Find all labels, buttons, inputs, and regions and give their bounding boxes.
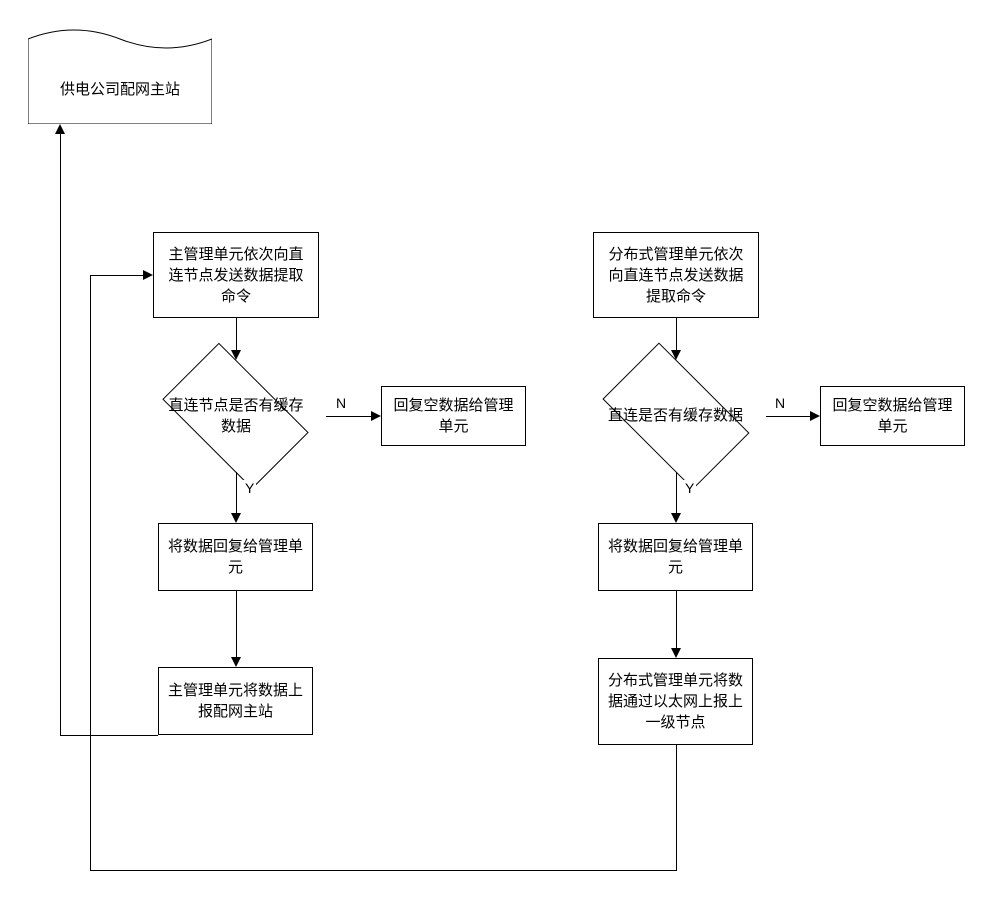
edge [326,416,372,417]
edge [676,472,677,514]
arrowhead-icon [371,411,381,421]
document-node: 供电公司配网主站 [28,27,212,124]
box-left-3: 主管理单元将数据上报配网主站 [158,667,313,735]
document-label: 供电公司配网主站 [28,79,212,100]
edge-label-r-y: Y [683,480,696,496]
arrowhead-icon [231,513,241,523]
box-right-n-label: 回复空数据给管理单元 [829,395,956,437]
decision-right: 直连是否有缓存数据 [585,359,766,472]
edge [766,416,811,417]
box-right-3: 分布式管理单元将数据通过以太网上报上一级节点 [598,658,753,745]
edge [90,275,91,871]
arrowhead-icon [671,350,681,360]
edge [60,735,158,736]
edge-label-l-y: Y [243,480,256,496]
box-left-3-label: 主管理单元将数据上报配网主站 [167,680,304,722]
arrowhead-icon [671,648,681,658]
decision-left: 直连节点是否有缓存数据 [146,359,326,472]
edge [676,591,677,649]
box-left-1: 主管理单元依次向直连节点发送数据提取命令 [153,232,319,318]
decision-left-label: 直连节点是否有缓存数据 [146,395,326,437]
arrowhead-icon [143,270,153,280]
arrowhead-icon [55,124,65,134]
edge-label-l-n: N [334,395,348,411]
decision-right-label: 直连是否有缓存数据 [588,405,763,426]
edge [676,745,677,870]
box-right-3-label: 分布式管理单元将数据通过以太网上报上一级节点 [607,670,744,733]
edge [236,472,237,514]
box-left-2: 将数据回复给管理单元 [158,523,313,591]
edge [236,591,237,658]
box-right-1: 分布式管理单元依次向直连节点发送数据提取命令 [593,232,759,318]
box-right-1-label: 分布式管理单元依次向直连节点发送数据提取命令 [602,244,750,307]
box-right-n: 回复空数据给管理单元 [820,386,965,446]
edge [90,870,677,871]
box-right-2: 将数据回复给管理单元 [598,523,753,591]
box-left-2-label: 将数据回复给管理单元 [167,536,304,578]
edge-label-r-n: N [773,395,787,411]
box-left-n: 回复空数据给管理单元 [381,386,526,446]
arrowhead-icon [231,657,241,667]
edge [60,134,61,736]
edge [90,275,144,276]
arrowhead-icon [671,513,681,523]
box-left-1-label: 主管理单元依次向直连节点发送数据提取命令 [162,244,310,307]
box-left-n-label: 回复空数据给管理单元 [390,395,517,437]
arrowhead-icon [810,411,820,421]
arrowhead-icon [231,350,241,360]
box-right-2-label: 将数据回复给管理单元 [607,536,744,578]
